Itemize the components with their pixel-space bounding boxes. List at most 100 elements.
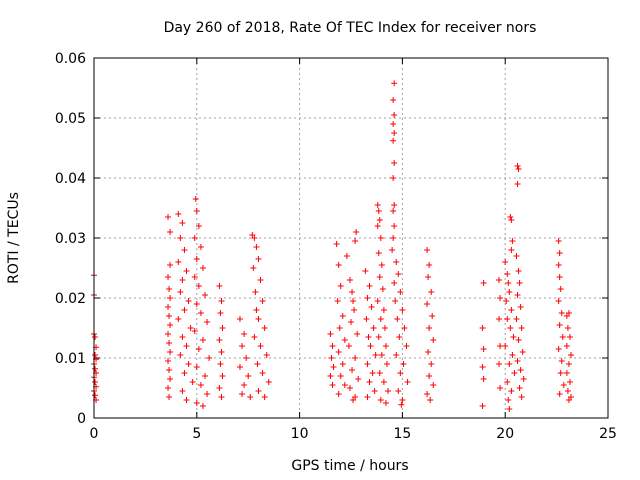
data-point	[363, 316, 370, 322]
data-point	[479, 403, 486, 409]
data-point	[518, 394, 525, 400]
data-point	[376, 217, 383, 223]
data-point	[217, 361, 224, 367]
data-point	[327, 373, 334, 379]
data-point	[520, 376, 527, 382]
data-point	[375, 208, 382, 214]
data-point	[365, 334, 372, 340]
data-point	[181, 307, 188, 313]
data-point	[195, 223, 202, 229]
data-point	[251, 235, 258, 241]
data-point	[165, 274, 172, 280]
data-point	[165, 331, 172, 337]
data-point	[374, 202, 381, 208]
data-point	[183, 343, 190, 349]
data-point	[393, 352, 400, 358]
data-point	[376, 370, 383, 376]
data-point	[252, 289, 259, 295]
data-point	[377, 316, 384, 322]
data-point	[366, 283, 373, 289]
y-tick-label: 0.01	[55, 351, 86, 367]
data-point	[216, 337, 223, 343]
data-point	[391, 280, 398, 286]
data-point	[218, 349, 225, 355]
data-point	[383, 361, 390, 367]
data-point	[424, 247, 431, 253]
data-point	[167, 376, 174, 382]
x-tick-label: 10	[291, 426, 309, 442]
data-point	[183, 268, 190, 274]
data-point	[517, 304, 524, 310]
data-point	[507, 214, 514, 220]
data-point	[191, 235, 198, 241]
data-point	[426, 262, 433, 268]
data-point	[395, 388, 402, 394]
data-point	[218, 298, 225, 304]
x-tick-label: 0	[90, 426, 99, 442]
data-point	[395, 271, 402, 277]
data-point	[371, 388, 378, 394]
data-point	[185, 361, 192, 367]
data-point	[566, 379, 573, 385]
data-point	[372, 352, 379, 358]
data-point	[556, 274, 563, 280]
data-point	[166, 313, 173, 319]
data-point	[364, 394, 371, 400]
data-point	[401, 325, 408, 331]
data-point	[426, 373, 433, 379]
data-point	[195, 346, 202, 352]
data-point	[374, 298, 381, 304]
data-point	[398, 401, 405, 408]
data-point	[397, 289, 404, 295]
data-point	[391, 80, 398, 87]
data-point	[564, 325, 571, 331]
data-point	[374, 223, 381, 229]
x-tick-label: 5	[192, 426, 201, 442]
data-point	[393, 259, 400, 265]
data-point	[253, 307, 260, 313]
data-point	[480, 376, 487, 382]
data-point	[175, 316, 182, 322]
data-point	[165, 304, 172, 310]
data-point	[349, 289, 356, 295]
data-point	[508, 307, 515, 313]
data-point	[191, 328, 198, 334]
y-axis-label: ROTI / TECUs	[6, 192, 22, 284]
data-point	[509, 238, 516, 244]
data-point	[181, 370, 188, 376]
data-point	[566, 334, 573, 340]
data-point	[216, 385, 223, 391]
data-point	[514, 163, 521, 169]
data-point	[193, 256, 200, 262]
data-point	[479, 364, 486, 370]
data-point	[557, 370, 564, 376]
data-point	[508, 388, 515, 394]
data-point	[424, 301, 431, 307]
data-point	[391, 112, 398, 118]
data-point	[346, 385, 353, 391]
data-point	[245, 373, 252, 379]
data-point	[502, 259, 509, 265]
data-point	[508, 247, 515, 253]
data-point	[179, 334, 186, 340]
data-point	[352, 355, 359, 361]
data-point	[516, 280, 523, 286]
data-point	[497, 343, 504, 349]
data-point	[333, 241, 340, 247]
data-point	[257, 343, 264, 349]
data-point	[429, 313, 436, 319]
data-point	[177, 352, 184, 358]
data-point	[263, 352, 270, 358]
data-point	[404, 379, 411, 385]
data-point	[362, 268, 369, 274]
data-point	[366, 379, 373, 385]
data-point	[330, 364, 337, 370]
data-point	[380, 307, 387, 313]
data-point	[339, 313, 346, 319]
data-point	[377, 397, 384, 403]
data-point	[375, 250, 382, 256]
data-point	[165, 214, 172, 220]
data-point	[391, 202, 398, 208]
data-point	[192, 196, 199, 202]
data-point	[92, 379, 99, 385]
